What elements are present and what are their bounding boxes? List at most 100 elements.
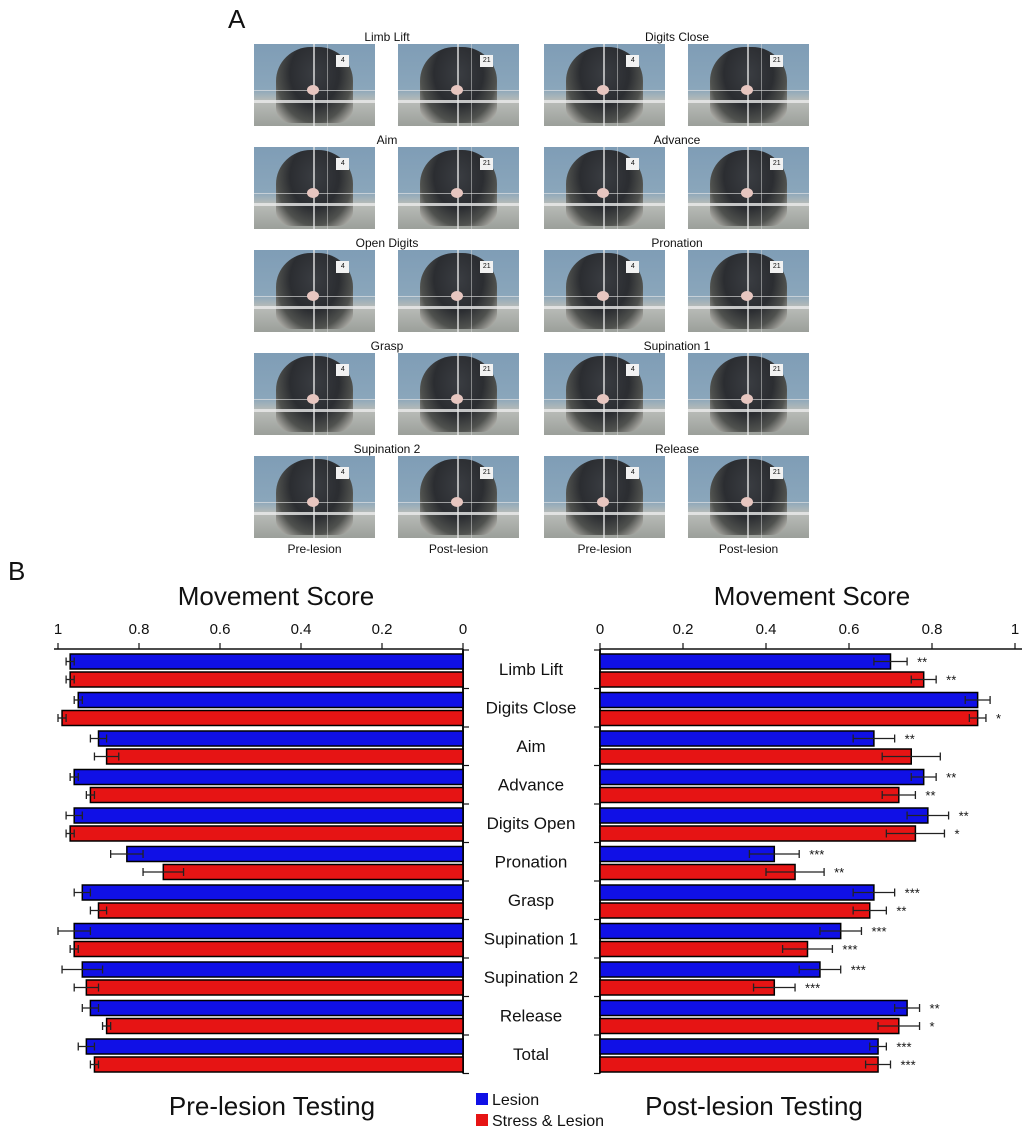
significance-label: *** — [901, 1058, 916, 1073]
bar — [599, 671, 925, 688]
rat-id-tag: 4 — [626, 467, 640, 480]
significance-label: ** — [959, 809, 969, 824]
rat-id-tag: 21 — [480, 55, 494, 68]
post-lesion-frame: 21 — [398, 250, 519, 332]
x-tick-label: 1 — [1011, 621, 1019, 638]
post-lesion-frame: 21 — [398, 353, 519, 435]
pre-lesion-frame: 4 — [544, 44, 665, 126]
rat-id-tag: 21 — [480, 364, 494, 377]
pre-lesion-frame: 4 — [254, 353, 375, 435]
rat-id-tag: 4 — [336, 364, 350, 377]
post-lesion-frame: 21 — [688, 147, 809, 229]
pre-lesion-frame: 4 — [254, 250, 375, 332]
rat-id-tag: 4 — [336, 158, 350, 171]
post-lesion-frame: 21 — [688, 250, 809, 332]
rat-id-tag: 4 — [626, 55, 640, 68]
bar — [73, 922, 464, 940]
movement-label: Advance — [653, 133, 701, 147]
movement-label: Limb Lift — [364, 30, 410, 44]
bar — [599, 940, 809, 958]
bar — [599, 786, 900, 804]
bar — [97, 902, 464, 919]
x-tick-label: 0.2 — [372, 621, 393, 638]
significance-label: ** — [925, 788, 935, 803]
significance-label: *** — [851, 963, 866, 978]
legend-swatch — [476, 1114, 488, 1126]
x-tick-label: 0.6 — [210, 621, 231, 638]
bar — [77, 691, 464, 709]
category-label: Supination 1 — [484, 930, 579, 949]
axis-title: Movement Score — [714, 581, 911, 611]
bar — [162, 863, 464, 881]
bar — [85, 979, 464, 996]
post-lesion-frame: 21 — [398, 147, 519, 229]
significance-label: ** — [946, 673, 956, 688]
x-axis-label: Post-lesion Testing — [645, 1091, 863, 1121]
significance-label: *** — [842, 942, 857, 957]
bar — [599, 922, 842, 940]
significance-label: ** — [905, 732, 915, 747]
bar — [105, 1017, 464, 1035]
rat-id-tag: 21 — [480, 467, 494, 480]
rat-id-tag: 21 — [770, 467, 784, 480]
significance-label: ** — [896, 904, 906, 919]
movement-label: Supination 1 — [643, 339, 711, 353]
bar — [69, 671, 464, 688]
bar — [105, 748, 464, 765]
rat-id-tag: 21 — [770, 364, 784, 377]
bar — [599, 1056, 879, 1073]
bar — [85, 1038, 464, 1055]
significance-label: * — [930, 1019, 935, 1034]
post-lesion-frame: 21 — [398, 44, 519, 126]
bar — [599, 653, 892, 670]
rat-id-tag: 4 — [626, 158, 640, 171]
bar — [599, 884, 875, 901]
x-tick-label: 0 — [459, 621, 467, 638]
bar — [73, 768, 464, 786]
x-axis-label: Pre-lesion Testing — [169, 1091, 375, 1121]
category-label: Total — [513, 1045, 549, 1064]
movement-label: Digits Close — [644, 30, 710, 44]
x-tick-label: 0.2 — [673, 621, 694, 638]
movement-label: Pronation — [651, 236, 703, 250]
x-tick-label: 0.6 — [839, 621, 860, 638]
bar — [599, 999, 908, 1017]
rat-id-tag: 21 — [770, 158, 784, 171]
bar — [599, 691, 979, 709]
significance-label: ** — [930, 1001, 940, 1016]
category-label: Grasp — [508, 891, 554, 910]
category-label: Advance — [498, 776, 564, 795]
rat-id-tag: 4 — [336, 261, 350, 274]
bar — [599, 730, 875, 747]
significance-label: ** — [917, 655, 927, 670]
post-lesion-frame: 21 — [688, 456, 809, 538]
category-label: Supination 2 — [484, 968, 579, 987]
condition-label: Post-lesion — [428, 542, 489, 556]
movement-label: Release — [654, 442, 700, 456]
post-lesion-frame: 21 — [688, 353, 809, 435]
pre-lesion-frame: 4 — [254, 147, 375, 229]
legend-label: Stress & Lesion — [492, 1113, 604, 1130]
x-tick-label: 0.8 — [129, 621, 150, 638]
significance-label: * — [954, 827, 959, 842]
category-label: Pronation — [495, 853, 568, 872]
bar — [599, 845, 776, 863]
pre-lesion-frame: 4 — [544, 147, 665, 229]
bar — [81, 884, 464, 901]
rat-id-tag: 4 — [626, 261, 640, 274]
movement-label: Aim — [376, 133, 398, 147]
bar — [73, 807, 464, 824]
rat-id-tag: 4 — [626, 364, 640, 377]
bar — [126, 845, 464, 863]
bar — [599, 1017, 900, 1035]
panel-a-letter: A — [228, 4, 246, 34]
pre-lesion-frame: 4 — [254, 44, 375, 126]
pre-lesion-frame: 4 — [544, 250, 665, 332]
significance-label: *** — [896, 1040, 911, 1055]
bar — [61, 709, 464, 727]
rat-id-tag: 21 — [480, 261, 494, 274]
bar — [599, 1038, 879, 1055]
x-tick-label: 0.8 — [922, 621, 943, 638]
x-tick-label: 0.4 — [756, 621, 777, 638]
